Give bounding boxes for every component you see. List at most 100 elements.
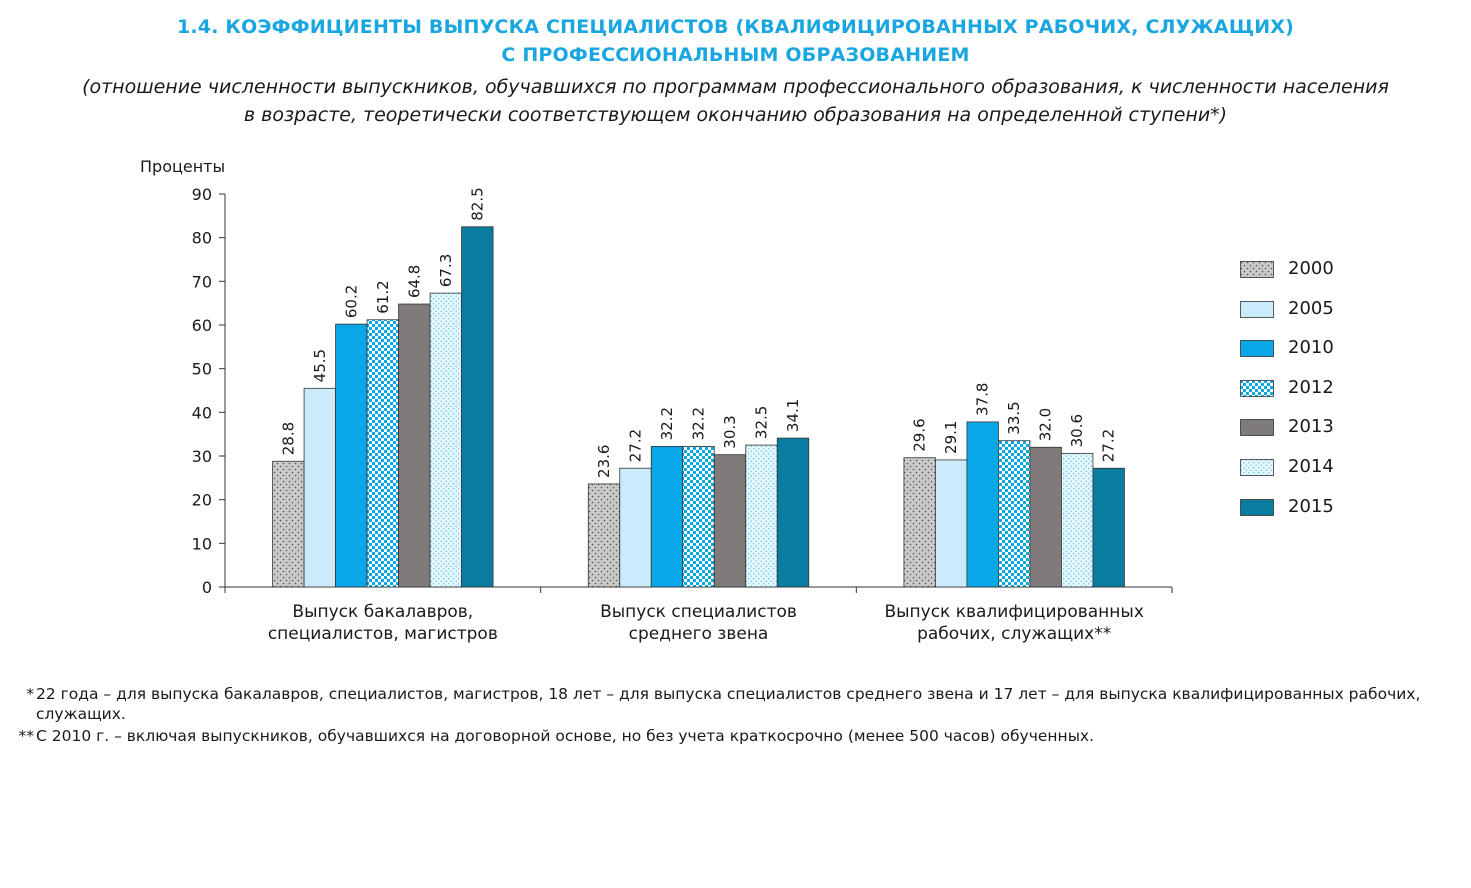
category-labels: Выпуск бакалавров,специалистов, магистро… — [268, 602, 1144, 644]
data-label-2000-cat-2: 23.6 — [595, 445, 613, 478]
chart-title-line-2: С ПРОФЕССИОНАЛЬНЫМ ОБРАЗОВАНИЕМ — [501, 44, 970, 66]
footnote-1-text: 22 года – для выпуска бакалавров, специа… — [36, 685, 1421, 723]
data-label-2013-cat-2: 30.3 — [721, 415, 739, 448]
data-label-2015-cat-3: 27.2 — [1100, 429, 1118, 462]
data-label-2000-cat-1: 28.8 — [279, 422, 297, 455]
bar-2012-cat-1 — [366, 319, 399, 588]
data-label-2014-cat-2: 32.5 — [753, 406, 771, 439]
data-label-2015-cat-2: 34.1 — [784, 399, 802, 432]
footnote-1-mark: * — [26, 685, 34, 703]
bar-2013-cat-2 — [713, 454, 747, 588]
legend-swatch-rect-2000 — [1240, 261, 1274, 278]
legend-item-2013: 2013 — [1240, 416, 1380, 438]
legend-item-2012: 2012 — [1240, 377, 1380, 399]
data-label-2013-cat-1: 64.8 — [405, 265, 423, 298]
data-label-2014-cat-1: 67.3 — [437, 254, 455, 287]
data-label-2012-cat-3: 33.5 — [1005, 401, 1023, 434]
legend-swatch-rect-2014 — [1240, 459, 1274, 476]
legend-swatch-2005 — [1240, 300, 1274, 318]
y-tick-label: 60 — [192, 316, 212, 335]
category-label-2-line-1: Выпуск специалистов — [600, 602, 797, 622]
bar-2010-cat-3 — [966, 421, 999, 588]
category-label-3-line-1: Выпуск квалифицированных — [884, 602, 1143, 622]
bar-2005-cat-2 — [619, 467, 652, 588]
y-tick-label: 50 — [192, 360, 212, 379]
legend-label-2015: 2015 — [1288, 495, 1334, 517]
footnote-2-text: С 2010 г. – включая выпускников, обучавш… — [36, 727, 1095, 745]
y-tick-label: 40 — [192, 403, 212, 422]
category-label-3-line-2: рабочих, служащих** — [917, 624, 1111, 644]
bar-2000-cat-2 — [587, 483, 621, 588]
y-tick-label: 0 — [202, 578, 212, 597]
data-label-2005-cat-3: 29.1 — [942, 421, 960, 454]
bars: 28.8 45.5 60.2 61.2 64.8 67.3 82.5 23.6 27.2 32.2… — [272, 187, 1125, 588]
bar-2000-cat-1 — [272, 460, 305, 588]
y-tick-label: 70 — [192, 272, 212, 291]
y-axis-title: Проценты — [140, 157, 225, 176]
bar-2015-cat-3 — [1092, 467, 1125, 588]
data-label-2013-cat-3: 32.0 — [1037, 408, 1055, 441]
data-label-2015-cat-1: 82.5 — [468, 187, 486, 220]
legend-item-2010: 2010 — [1240, 337, 1380, 359]
data-label-2012-cat-2: 32.2 — [690, 407, 708, 440]
y-tick-label: 30 — [192, 447, 212, 466]
data-label-2010-cat-2: 32.2 — [658, 407, 676, 440]
bar-2015-cat-2 — [776, 437, 810, 588]
data-label-2010-cat-1: 60.2 — [342, 285, 360, 318]
bar-2014-cat-3 — [1061, 452, 1094, 588]
data-label-2005-cat-2: 27.2 — [627, 429, 645, 462]
bar-2012-cat-3 — [998, 440, 1031, 588]
data-label-2014-cat-3: 30.6 — [1068, 414, 1086, 447]
legend-swatch-2000 — [1240, 261, 1274, 278]
bar-2015-cat-1 — [461, 226, 494, 588]
legend-label-2013: 2013 — [1288, 416, 1334, 438]
legend-item-2015: 2015 — [1240, 496, 1380, 518]
footnote-1: * 22 года – для выпуска бакалавров, спец… — [10, 684, 1470, 724]
bar-2005-cat-3 — [935, 459, 968, 588]
data-label-2010-cat-3: 37.8 — [974, 383, 992, 416]
y-tick-label: 10 — [192, 534, 212, 553]
bar-2013-cat-3 — [1029, 446, 1062, 588]
legend-swatch-rect-2012 — [1240, 379, 1274, 397]
bar-2014-cat-1 — [429, 292, 462, 588]
chart-title-line-1: 1.4. КОЭФФИЦИЕНТЫ ВЫПУСКА СПЕЦИАЛИСТОВ (… — [176, 16, 1295, 38]
footnote-2-mark: ** — [18, 727, 35, 745]
category-label-1-line-1: Выпуск бакалавров, — [292, 602, 473, 622]
bar-2013-cat-1 — [398, 303, 431, 588]
bar-2010-cat-1 — [335, 323, 368, 588]
legend-swatch-2015 — [1240, 498, 1274, 516]
legend-item-2014: 2014 — [1240, 456, 1380, 478]
legend-label-2005: 2005 — [1288, 297, 1334, 319]
legend-swatch-rect-2005 — [1240, 300, 1274, 318]
legend-swatch-2010 — [1240, 340, 1274, 358]
footnote-2: ** С 2010 г. – включая выпускников, обуч… — [10, 726, 1470, 746]
legend-label-2014: 2014 — [1288, 456, 1334, 477]
bar-2000-cat-3 — [903, 457, 936, 588]
legend-swatch-rect-2015 — [1240, 498, 1274, 516]
legend-swatch-2013 — [1240, 419, 1274, 437]
chart-subtitle-line-2: в возрасте, теоретически соответствующем… — [243, 104, 1228, 126]
bar-2014-cat-2 — [745, 444, 778, 588]
data-label-2005-cat-1: 45.5 — [311, 349, 329, 382]
legend-swatch-2014 — [1240, 459, 1274, 476]
data-label-2000-cat-3: 29.6 — [911, 418, 929, 451]
bar-2012-cat-2 — [682, 445, 715, 588]
footnotes: * 22 года – для выпуска бакалавров, спец… — [10, 684, 1470, 748]
legend-swatch-2012 — [1240, 379, 1274, 397]
category-label-1-line-2: специалистов, магистров — [268, 624, 498, 644]
legend-item-2005: 2005 — [1240, 298, 1380, 320]
legend-swatch-rect-2010 — [1240, 340, 1274, 358]
bar-2010-cat-2 — [650, 445, 684, 588]
data-label-2012-cat-1: 61.2 — [374, 280, 392, 313]
legend-item-2000: 2000 — [1240, 258, 1380, 280]
category-label-2-line-2: среднего звена — [629, 624, 769, 644]
legend-label-2010: 2010 — [1288, 337, 1334, 359]
legend-label-2000: 2000 — [1288, 258, 1334, 279]
chart-subtitle-line-1: (отношение численности выпускников, обуч… — [82, 76, 1389, 98]
y-tick-label: 80 — [192, 229, 212, 248]
y-tick-label: 90 — [192, 185, 212, 204]
bar-2005-cat-1 — [303, 387, 336, 588]
y-tick-label: 20 — [192, 491, 212, 510]
legend-label-2012: 2012 — [1288, 376, 1334, 398]
